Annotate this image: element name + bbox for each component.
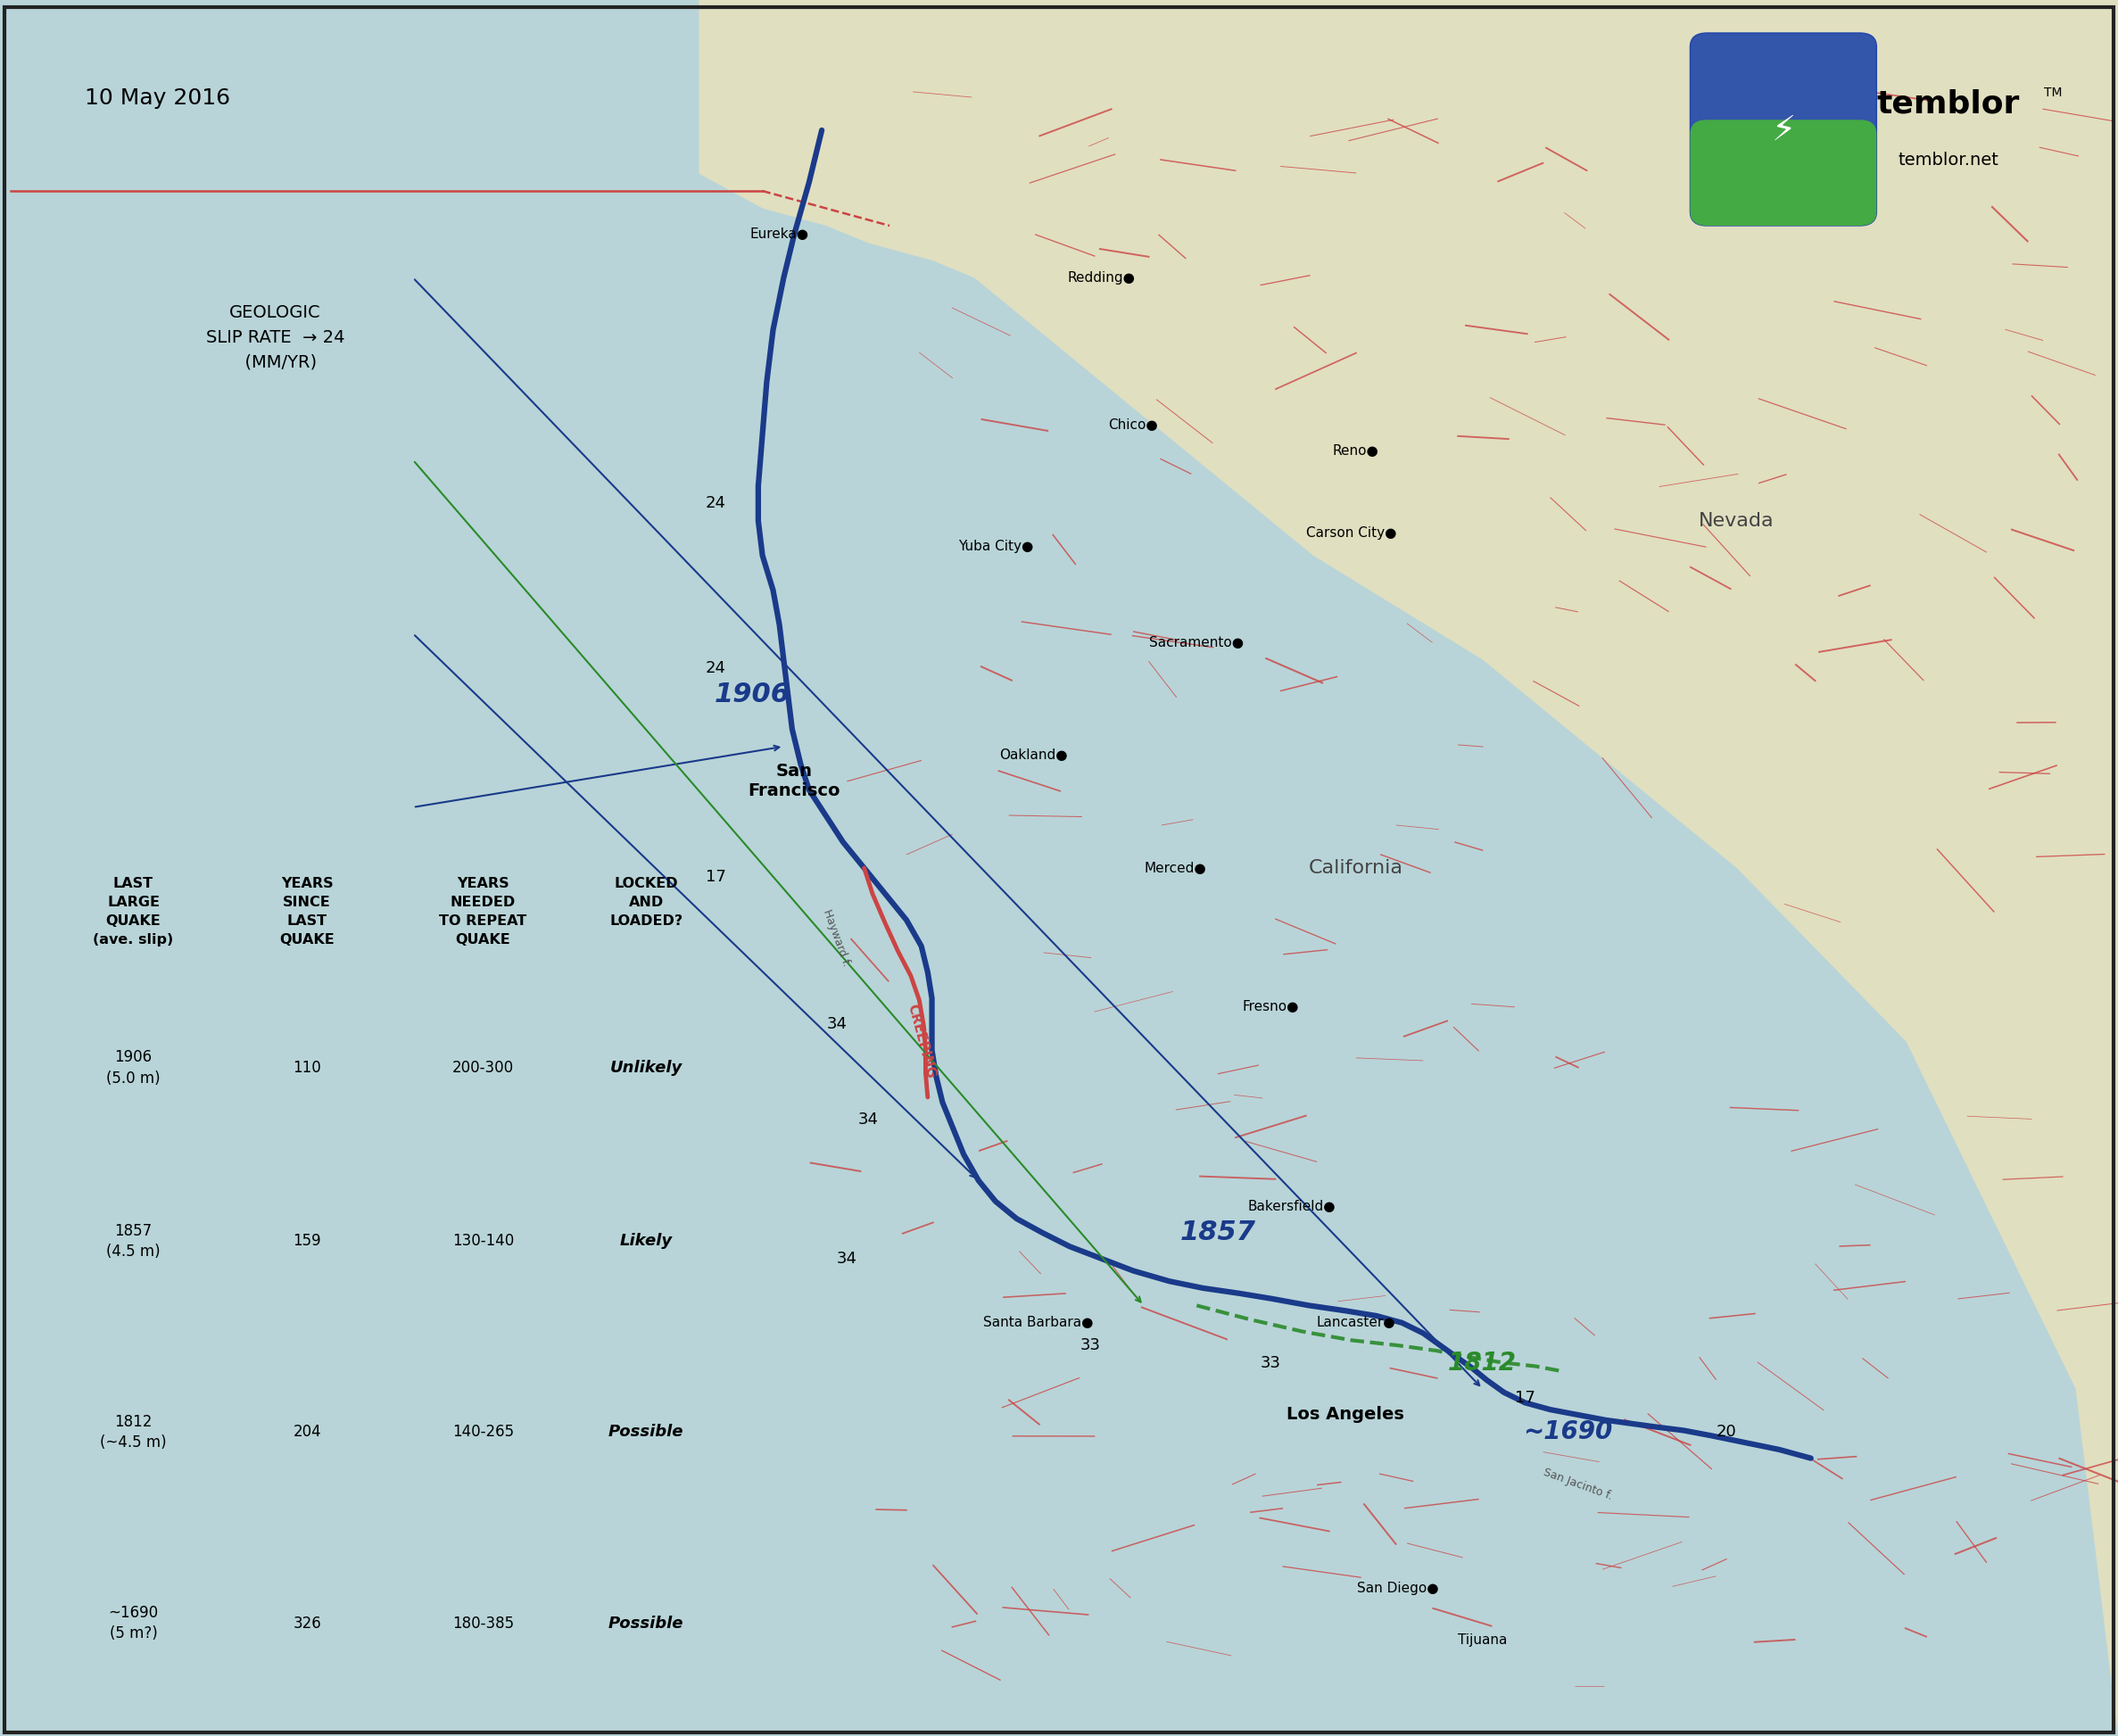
Text: ~1690: ~1690 — [1523, 1420, 1612, 1444]
Text: TM: TM — [2044, 87, 2063, 99]
Text: Lancaster●: Lancaster● — [1315, 1316, 1396, 1330]
Text: San Diego●: San Diego● — [1358, 1581, 1438, 1595]
Text: 1906
(5.0 m): 1906 (5.0 m) — [106, 1049, 161, 1087]
Text: GEOLOGIC
SLIP RATE  → 24
  (MM/YR): GEOLOGIC SLIP RATE → 24 (MM/YR) — [205, 304, 345, 372]
Text: Nevada: Nevada — [1699, 512, 1775, 529]
Text: Carson City●: Carson City● — [1307, 526, 1396, 540]
Text: YEARS
SINCE
LAST
QUAKE: YEARS SINCE LAST QUAKE — [280, 877, 335, 946]
Text: Santa Barbara●: Santa Barbara● — [983, 1316, 1093, 1330]
Text: 1812: 1812 — [1449, 1351, 1516, 1375]
Text: temblor: temblor — [1877, 89, 2021, 120]
Text: 110: 110 — [292, 1059, 322, 1076]
Text: Redding●: Redding● — [1067, 271, 1135, 285]
Text: 33: 33 — [1260, 1354, 1281, 1371]
Polygon shape — [1313, 0, 2118, 521]
Text: 17: 17 — [705, 868, 726, 885]
Text: California: California — [1309, 859, 1402, 877]
Text: 180-385: 180-385 — [451, 1614, 515, 1632]
Text: 33: 33 — [1080, 1337, 1101, 1354]
Text: Reno●: Reno● — [1332, 444, 1379, 458]
Text: Oakland●: Oakland● — [1000, 748, 1067, 762]
Text: temblor.net: temblor.net — [1898, 151, 1999, 168]
Text: ~1690
(5 m?): ~1690 (5 m?) — [108, 1604, 159, 1642]
Text: Tijuana: Tijuana — [1457, 1634, 1508, 1647]
Text: 204: 204 — [292, 1424, 322, 1441]
Text: 34: 34 — [837, 1250, 858, 1267]
FancyBboxPatch shape — [1690, 33, 1877, 226]
Text: Sacramento●: Sacramento● — [1150, 635, 1243, 649]
Text: LOCKED
AND
LOADED?: LOCKED AND LOADED? — [610, 877, 682, 927]
Text: 17: 17 — [1514, 1389, 1536, 1406]
Text: 130-140: 130-140 — [451, 1233, 515, 1250]
FancyBboxPatch shape — [1690, 120, 1877, 226]
Text: Yuba City●: Yuba City● — [957, 540, 1034, 554]
Text: 1906: 1906 — [714, 682, 790, 707]
Text: 24: 24 — [705, 660, 726, 677]
Text: Fresno●: Fresno● — [1243, 1000, 1298, 1014]
Text: San Jacinto f.: San Jacinto f. — [1542, 1467, 1614, 1502]
Text: Merced●: Merced● — [1144, 861, 1207, 875]
Text: 1812
(~4.5 m): 1812 (~4.5 m) — [100, 1413, 167, 1451]
Text: 34: 34 — [858, 1111, 879, 1128]
Text: 20: 20 — [1716, 1424, 1737, 1441]
Text: San
Francisco: San Francisco — [748, 762, 841, 800]
Text: 34: 34 — [826, 1016, 847, 1033]
Text: Chico●: Chico● — [1108, 418, 1159, 432]
Text: LAST
LARGE
QUAKE
(ave. slip): LAST LARGE QUAKE (ave. slip) — [93, 877, 174, 946]
Text: Unlikely: Unlikely — [610, 1059, 682, 1076]
Text: ⚡: ⚡ — [1771, 113, 1796, 148]
Text: 159: 159 — [292, 1233, 322, 1250]
Text: Hayward f.: Hayward f. — [822, 908, 851, 967]
Text: Eureka●: Eureka● — [750, 227, 809, 241]
Text: 200-300: 200-300 — [451, 1059, 515, 1076]
Text: 1857
(4.5 m): 1857 (4.5 m) — [106, 1222, 161, 1260]
Text: Possible: Possible — [608, 1614, 684, 1632]
Text: 24: 24 — [705, 495, 726, 512]
Polygon shape — [699, 0, 2118, 1736]
Text: CREEPING: CREEPING — [904, 1003, 938, 1080]
Text: Los Angeles: Los Angeles — [1286, 1406, 1404, 1424]
Text: 1857: 1857 — [1180, 1220, 1256, 1245]
Text: Likely: Likely — [621, 1233, 671, 1250]
Text: Possible: Possible — [608, 1424, 684, 1441]
Text: 326: 326 — [292, 1614, 322, 1632]
Text: YEARS
NEEDED
TO REPEAT
QUAKE: YEARS NEEDED TO REPEAT QUAKE — [438, 877, 527, 946]
Text: 10 May 2016: 10 May 2016 — [85, 87, 231, 109]
Text: Bakersfield●: Bakersfield● — [1248, 1200, 1336, 1213]
Text: 140-265: 140-265 — [451, 1424, 515, 1441]
